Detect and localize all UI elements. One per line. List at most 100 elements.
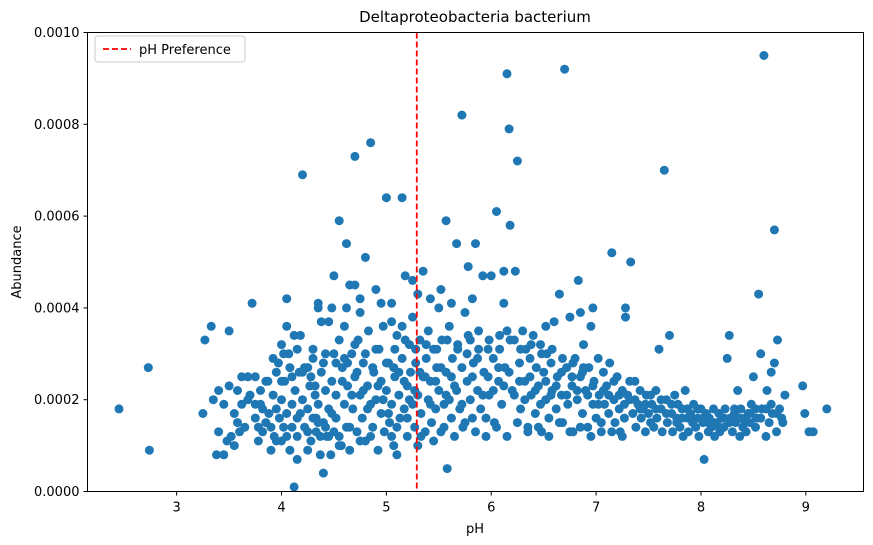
data-point [371,395,381,405]
data-point [626,257,636,267]
data-point [376,298,386,308]
data-point [607,248,617,258]
data-point [544,431,554,441]
data-point [536,340,545,350]
data-point [483,344,493,354]
data-point [342,239,351,249]
data-point [274,413,284,423]
data-point [264,409,274,418]
data-point [390,344,400,354]
data-point [316,367,326,377]
data-point [355,294,365,304]
data-point [596,418,606,428]
data-point [568,358,578,368]
data-point [460,308,470,317]
data-point [224,326,234,336]
data-point [271,404,281,414]
data-point [578,409,587,418]
data-point [530,386,540,395]
data-point [287,399,297,409]
data-point [499,381,509,391]
data-point [326,450,336,460]
data-point [277,340,286,350]
data-point [528,330,538,340]
data-point [366,138,376,148]
data-point [759,51,769,60]
data-point [436,285,446,294]
data-point [619,399,629,409]
y-tick-label: 0.0004 [34,301,80,316]
data-point [735,431,745,441]
data-point [350,151,360,161]
data-point [387,399,397,409]
data-point [348,404,358,414]
data-point [478,271,488,281]
data-point [310,390,320,400]
data-point [502,69,512,79]
data-point [387,317,397,327]
data-point [200,335,210,345]
data-point [331,390,341,400]
data-point [800,409,810,418]
data-point [397,353,407,363]
data-point [598,367,608,377]
data-point [630,395,640,405]
data-point [206,321,216,331]
data-point [387,431,397,441]
data-point [277,376,286,386]
data-point [457,363,467,373]
data-point [609,376,619,386]
data-point [573,275,583,285]
data-point [282,409,292,418]
data-point [431,376,441,386]
data-point [694,431,704,441]
data-point [780,390,790,400]
data-point [334,335,344,345]
data-point [402,431,412,441]
data-point [363,404,372,414]
data-point [607,427,617,437]
data-point [588,381,598,391]
data-point [619,413,629,423]
data-point [693,404,703,414]
data-point [406,367,415,377]
data-point [450,431,459,441]
data-point [516,404,526,414]
data-point [315,431,325,441]
data-point [324,431,334,441]
data-point [427,418,436,428]
data-point [631,422,641,432]
data-point [434,303,444,313]
data-point [636,413,646,423]
data-point [400,271,410,281]
data-point [285,363,295,373]
data-point [442,464,452,474]
data-point [198,409,208,418]
data-point [410,386,420,395]
data-point [366,431,376,441]
data-point [224,381,234,391]
data-point [298,395,307,405]
data-point [565,427,575,437]
data-point [588,303,598,313]
data-point [586,321,596,331]
data-point [212,450,221,460]
y-tick-label: 0.0000 [34,485,80,500]
data-point [250,372,260,382]
data-point [334,216,344,226]
data-point [352,367,362,377]
data-point [567,372,577,382]
data-point [313,399,323,409]
data-point [385,418,394,428]
data-point [509,390,519,400]
data-points [114,51,832,492]
data-point [371,344,381,354]
data-point [551,381,561,391]
data-point [523,427,533,437]
data-point [271,436,281,446]
data-point [659,165,669,175]
data-point [560,64,570,74]
data-point [530,409,540,418]
data-point [337,376,347,386]
